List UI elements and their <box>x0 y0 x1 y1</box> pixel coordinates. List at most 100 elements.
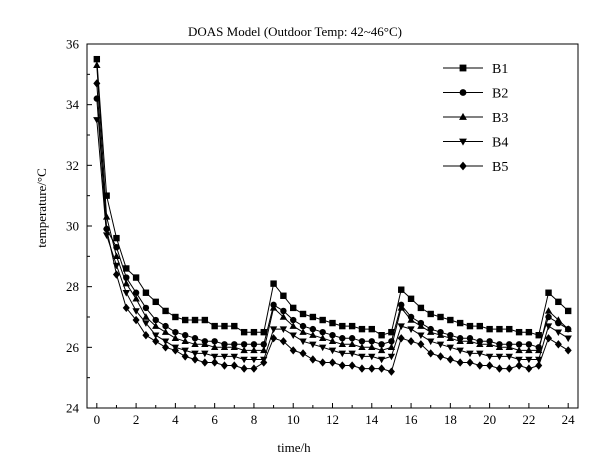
data-point-B5 <box>260 358 268 367</box>
data-point-B1 <box>182 316 189 324</box>
data-point-B5 <box>132 315 140 325</box>
data-point-B4 <box>377 356 386 364</box>
legend-label-B5: B5 <box>492 160 508 175</box>
data-point-B2 <box>339 335 346 342</box>
data-point-B3 <box>525 346 533 354</box>
data-point-B2 <box>515 341 523 348</box>
data-point-B3 <box>377 346 386 354</box>
data-point-B3 <box>387 343 396 351</box>
data-point-B4 <box>210 353 219 361</box>
data-point-B1 <box>407 295 415 302</box>
data-point-B3 <box>348 340 356 348</box>
data-point-B3 <box>368 343 376 351</box>
y-tick-label: 28 <box>66 279 79 294</box>
data-point-B4 <box>387 353 396 361</box>
data-point-B3 <box>495 343 504 351</box>
data-point-B5 <box>505 364 513 373</box>
data-point-B4 <box>250 356 258 364</box>
data-point-B1 <box>417 304 425 312</box>
y-tick-label: 36 <box>66 37 80 52</box>
data-point-B2 <box>378 341 385 348</box>
data-point-B1 <box>348 322 356 330</box>
data-point-B3 <box>515 346 523 354</box>
legend-label-B4: B4 <box>492 136 508 151</box>
data-point-B1 <box>132 274 140 281</box>
data-point-B3 <box>564 325 572 332</box>
data-point-B5 <box>181 352 189 361</box>
data-point-B2 <box>309 325 317 333</box>
data-point-B4 <box>446 344 455 352</box>
data-point-B4 <box>328 347 337 355</box>
data-point-B5 <box>112 270 120 279</box>
data-point-B4 <box>220 353 229 361</box>
data-point-B3 <box>476 340 484 348</box>
data-point-B4 <box>319 344 327 352</box>
data-point-B5 <box>299 349 307 358</box>
data-point-B2 <box>240 341 248 348</box>
data-point-B2 <box>191 335 199 342</box>
data-point-B3 <box>132 294 140 302</box>
x-tick-label: 8 <box>251 412 258 427</box>
data-point-B3 <box>427 328 435 335</box>
data-point-B3 <box>299 328 307 335</box>
data-point-B3 <box>112 252 121 260</box>
series-B1 <box>93 55 572 339</box>
data-point-B3 <box>93 61 101 68</box>
data-point-B3 <box>466 337 474 344</box>
x-tick-label: 20 <box>483 412 496 427</box>
data-point-B4 <box>397 323 405 330</box>
data-point-B5 <box>466 358 474 367</box>
chart-title: DOAS Model (Outdoor Temp: 42~46°C) <box>188 24 402 39</box>
data-point-B5 <box>309 355 317 364</box>
data-point-B4 <box>495 353 504 361</box>
data-point-B1 <box>221 322 228 330</box>
data-point-B3 <box>319 334 327 341</box>
data-point-B4 <box>338 350 346 358</box>
data-point-B1 <box>231 322 238 330</box>
data-point-B1 <box>496 325 503 333</box>
data-point-B5 <box>476 361 484 370</box>
data-point-B5 <box>211 358 219 367</box>
data-point-B2 <box>132 289 140 296</box>
data-point-B4 <box>407 326 415 333</box>
data-point-B4 <box>240 356 248 364</box>
data-point-B2 <box>348 335 356 342</box>
data-point-B1 <box>466 322 474 330</box>
data-point-B4 <box>191 350 199 358</box>
data-point-B4 <box>93 117 101 124</box>
data-point-B4 <box>554 329 563 337</box>
data-point-B2 <box>329 332 336 339</box>
data-point-B2 <box>142 304 150 312</box>
data-point-B3 <box>171 334 180 341</box>
data-point-B5 <box>397 334 405 343</box>
data-point-B2 <box>182 332 189 339</box>
data-point-B1 <box>506 325 513 333</box>
data-point-B1 <box>191 316 199 324</box>
data-point-B3 <box>181 337 189 344</box>
x-tick-label: 2 <box>133 412 140 427</box>
data-point-B3 <box>191 340 199 348</box>
data-point-B1 <box>309 313 317 321</box>
data-point-B1 <box>555 298 562 306</box>
x-tick-label: 16 <box>405 412 419 427</box>
data-point-B3 <box>289 322 297 329</box>
data-point-B5 <box>417 340 425 349</box>
data-point-B3 <box>554 316 563 323</box>
data-point-B1 <box>123 265 130 272</box>
data-point-B3 <box>102 213 111 220</box>
data-point-B4 <box>417 332 425 340</box>
y-tick-label: 32 <box>66 158 79 173</box>
data-point-B1 <box>290 304 297 312</box>
data-point-B1 <box>476 322 483 330</box>
data-point-B5 <box>201 358 209 367</box>
data-point-B5 <box>535 361 543 370</box>
data-point-B1 <box>437 313 444 321</box>
data-point-B1 <box>240 328 248 336</box>
data-point-B1 <box>486 325 493 333</box>
data-point-B2 <box>152 316 159 324</box>
legend-marker-B1 <box>459 64 467 72</box>
data-point-B5 <box>495 364 503 373</box>
x-tick-label: 22 <box>522 412 535 427</box>
data-point-B3 <box>328 337 337 344</box>
data-point-B5 <box>564 346 572 355</box>
